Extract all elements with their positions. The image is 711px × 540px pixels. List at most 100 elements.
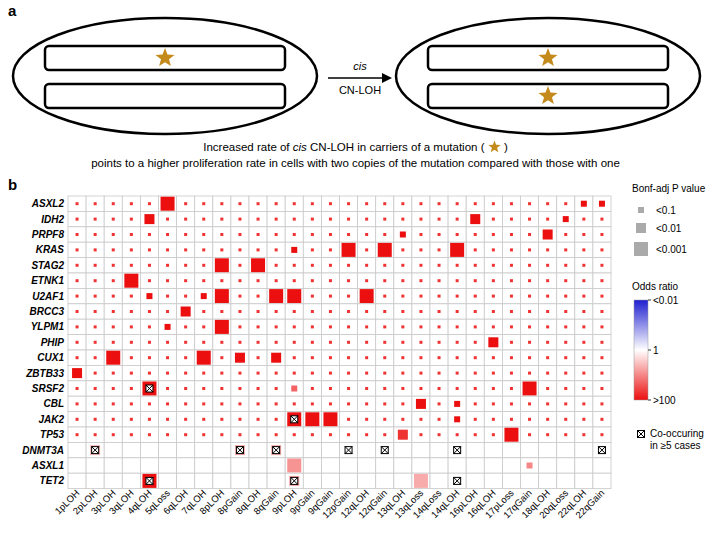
heat-cell (416, 399, 426, 409)
heat-cell (144, 214, 154, 224)
heat-cell (130, 233, 133, 236)
cell-frame (159, 396, 177, 411)
size-label: <0.01 (656, 223, 682, 234)
cell-frame (104, 319, 122, 334)
heat-cell (76, 433, 79, 436)
heat-cell (383, 264, 386, 267)
row-label: TET2 (40, 475, 65, 486)
cell-frame (484, 396, 502, 411)
cell-frame (140, 350, 158, 365)
cell-frame (177, 458, 195, 473)
cell-frame (484, 273, 502, 288)
heat-cell (130, 202, 133, 205)
cooccur-cross (381, 447, 388, 454)
heat-cell (600, 433, 603, 436)
cell-frame (303, 427, 321, 442)
heat-cell (166, 402, 169, 405)
cell-frame (321, 350, 339, 365)
cell-frame (86, 273, 104, 288)
heat-cell (600, 279, 603, 282)
heat-cell (112, 341, 115, 344)
cell-frame (430, 273, 448, 288)
heat-cell (130, 341, 133, 344)
cell-frame (249, 196, 267, 211)
cell-frame (412, 211, 430, 226)
cooccur-box (236, 447, 243, 454)
cell-frame (539, 304, 557, 319)
heat-cell (76, 479, 79, 482)
heat-cell (383, 464, 386, 467)
cell-frame (412, 473, 430, 488)
heat-cell (347, 264, 350, 267)
cell-frame (122, 304, 140, 319)
heat-cell (528, 356, 531, 359)
mutation-star (538, 48, 557, 66)
heat-cell (510, 402, 513, 405)
cell-frame (430, 381, 448, 396)
cell-frame (195, 273, 213, 288)
cell-frame (466, 458, 484, 473)
heat-cell (546, 464, 549, 467)
cell-frame (376, 473, 394, 488)
cell-frame (484, 242, 502, 257)
cell-frame (394, 196, 412, 211)
cell-frame (539, 350, 557, 365)
heat-cell (365, 372, 368, 375)
heat-cell (238, 372, 241, 375)
heat-cell (202, 449, 205, 452)
cell-frame (430, 427, 448, 442)
heat-cell (582, 295, 585, 298)
cell-frame (177, 412, 195, 427)
cell-frame (466, 258, 484, 273)
heat-cell (438, 248, 441, 251)
cell-frame (68, 211, 86, 226)
heat-cell (94, 233, 97, 236)
cell-frame (68, 227, 86, 242)
heat-cell (582, 279, 585, 282)
heat-cell (365, 464, 368, 467)
heat-cell (329, 372, 332, 375)
heat-cell (275, 387, 278, 390)
cell-frame (122, 273, 140, 288)
heat-cell (546, 248, 549, 251)
cooccur-marker (345, 447, 352, 454)
heat-cell (347, 279, 350, 282)
heat-cell (492, 387, 495, 390)
heat-cell (311, 218, 314, 221)
heat-cell (528, 479, 531, 482)
cell-frame (231, 242, 249, 257)
heat-cell (510, 479, 513, 482)
heat-cell (94, 372, 97, 375)
heat-cell (311, 449, 314, 452)
cell-frame (122, 227, 140, 242)
heat-cell (112, 402, 115, 405)
cooccur-marker (454, 447, 461, 454)
cell-frame (539, 458, 557, 473)
cooccur-box (638, 431, 645, 438)
cell-frame (358, 227, 376, 242)
cell-frame (86, 350, 104, 365)
cell-frame (159, 273, 177, 288)
heat-cell (287, 459, 301, 473)
cell-frame (502, 458, 520, 473)
heat-cell (438, 341, 441, 344)
cell-frame (195, 458, 213, 473)
cell-frame (376, 227, 394, 242)
cell-frame (159, 427, 177, 442)
cell-frame (539, 319, 557, 334)
heat-cell (528, 202, 531, 205)
cell-frame (521, 442, 539, 457)
cell-frame (86, 381, 104, 396)
cell-frame (539, 258, 557, 273)
heat-cell (456, 387, 459, 390)
heat-cell (347, 418, 350, 421)
cell-frame (394, 319, 412, 334)
cell-frame (521, 412, 539, 427)
heat-cell (257, 202, 260, 205)
cell-frame (303, 335, 321, 350)
heat-cell (329, 279, 332, 282)
cell-frame (249, 211, 267, 226)
heat-cell (492, 402, 495, 405)
heat-cell (257, 310, 260, 313)
cell-frame (448, 227, 466, 242)
